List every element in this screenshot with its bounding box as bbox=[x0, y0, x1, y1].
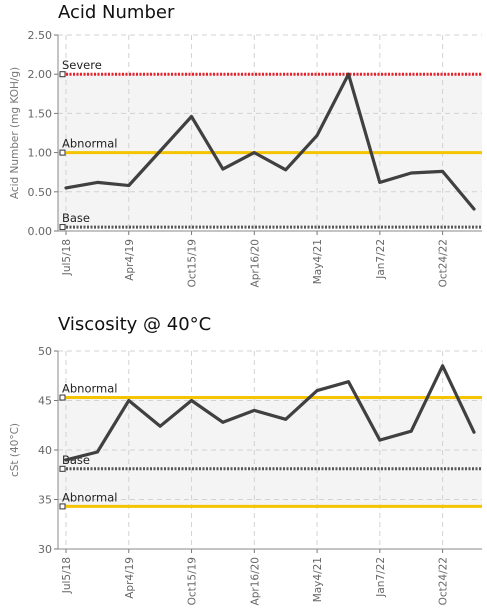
data-point bbox=[472, 207, 476, 211]
data-point bbox=[378, 438, 382, 442]
x-tick-label: Apr16/20 bbox=[249, 239, 261, 287]
data-point bbox=[315, 389, 319, 392]
x-tick-label: Jul5/18 bbox=[61, 239, 73, 276]
chart-title: Viscosity @ 40°C bbox=[58, 314, 212, 335]
y-axis-label: cSt (40°C) bbox=[9, 423, 21, 477]
data-point bbox=[472, 430, 476, 434]
y-tick-label: 2.50 bbox=[28, 29, 53, 42]
data-point bbox=[190, 399, 193, 402]
x-tick-label: Apr4/19 bbox=[124, 239, 136, 281]
x-tick-label: Oct15/19 bbox=[187, 239, 199, 287]
y-tick-label: 2.00 bbox=[28, 68, 53, 81]
data-point bbox=[252, 409, 256, 412]
series-line bbox=[64, 72, 476, 211]
limit-label: Abnormal bbox=[62, 137, 117, 151]
data-point bbox=[190, 115, 193, 118]
x-tick-label: May4/21 bbox=[312, 557, 324, 602]
normal-range-band bbox=[58, 74, 482, 228]
viscosity-chart: 30 35 40 45 50 Jul5/18 Apr4/19 Oct15/19 Apr16/20… bbox=[9, 345, 482, 605]
x-tick-label: Oct24/22 bbox=[438, 557, 450, 605]
data-point bbox=[158, 149, 162, 153]
limit-label: Abnormal bbox=[62, 490, 117, 504]
data-point bbox=[441, 364, 445, 368]
acid-number-chart: 0.00 0.50 1.00 1.50 2.00 2.50 Jul5/18 Apr4/19 Oc… bbox=[9, 29, 482, 287]
x-tick-label: Jan7/22 bbox=[375, 557, 387, 598]
data-point bbox=[284, 417, 288, 421]
y-tick-label: 45 bbox=[38, 395, 52, 408]
viscosity-panel: Viscosity @ 40°C 30 35 40 45 50 Jul5/18 Apr4/1… bbox=[0, 312, 487, 613]
y-tick-label: 30 bbox=[38, 543, 52, 556]
data-point bbox=[64, 186, 68, 190]
data-point bbox=[221, 167, 225, 171]
y-tick-label: 1.00 bbox=[28, 147, 53, 160]
limit-marker bbox=[59, 394, 66, 401]
data-point bbox=[315, 133, 319, 137]
acid-number-panel: Acid Number 0.00 0.50 1.00 1.50 2.00 2.50 Jul5… bbox=[0, 0, 487, 305]
x-tick-label: Apr4/19 bbox=[124, 557, 136, 599]
chart-title: Acid Number bbox=[58, 2, 175, 23]
series-line bbox=[64, 364, 476, 462]
x-tick-label: Jul5/18 bbox=[61, 557, 73, 594]
y-tick-label: 1.50 bbox=[28, 107, 53, 120]
data-point bbox=[284, 168, 288, 172]
data-point bbox=[127, 399, 131, 402]
x-tick-label: May4/21 bbox=[312, 239, 324, 284]
data-point bbox=[409, 429, 413, 433]
y-tick-label: 0.50 bbox=[28, 186, 53, 199]
y-tick-label: 50 bbox=[38, 345, 52, 358]
limit-label: Abnormal bbox=[62, 382, 117, 396]
x-tick-label: Apr16/20 bbox=[249, 557, 261, 605]
limit-label: Base bbox=[62, 211, 90, 225]
y-tick-label: 35 bbox=[38, 494, 52, 507]
data-point bbox=[441, 170, 445, 173]
data-point bbox=[95, 180, 99, 184]
limit-label: Severe bbox=[62, 58, 102, 72]
data-point bbox=[158, 424, 162, 428]
data-point bbox=[95, 450, 99, 454]
data-point bbox=[127, 184, 131, 187]
limit-marker bbox=[59, 71, 66, 78]
data-point bbox=[378, 180, 382, 184]
limit-marker bbox=[59, 149, 66, 156]
x-tick-label: Oct15/19 bbox=[187, 557, 199, 605]
limit-marker bbox=[59, 224, 66, 231]
x-tick-label: Oct24/22 bbox=[438, 239, 450, 287]
y-axis-label: Acid Number (mg KOH/g) bbox=[9, 67, 21, 199]
data-point bbox=[347, 380, 350, 384]
data-point bbox=[347, 72, 350, 76]
data-point bbox=[221, 420, 225, 424]
data-point bbox=[409, 171, 413, 175]
limit-marker bbox=[59, 503, 66, 510]
data-point bbox=[252, 151, 256, 155]
x-tick-label: Jan7/22 bbox=[375, 239, 387, 280]
y-tick-label: 0.00 bbox=[28, 225, 53, 238]
y-tick-label: 40 bbox=[38, 444, 52, 457]
limit-marker bbox=[59, 465, 66, 472]
data-point bbox=[64, 458, 68, 462]
